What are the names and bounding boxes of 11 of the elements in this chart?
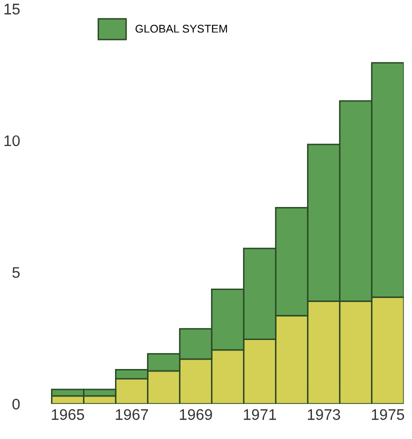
y-tick-label: 5 <box>12 267 20 278</box>
x-tick-label: 1971 <box>244 409 276 420</box>
legend-label: GLOBAL SYSTEM <box>136 24 227 33</box>
y-tick-label: 10 <box>4 135 20 146</box>
x-tick-label: 1969 <box>180 409 212 420</box>
x-tick-label: 1973 <box>308 409 340 420</box>
x-tick-label: 1965 <box>52 409 84 420</box>
x-tick-label: 1975 <box>372 409 404 420</box>
y-tick-label: 15 <box>4 4 20 14</box>
y-tick-label: 0 <box>12 398 20 410</box>
x-tick-label: 1967 <box>116 409 148 420</box>
